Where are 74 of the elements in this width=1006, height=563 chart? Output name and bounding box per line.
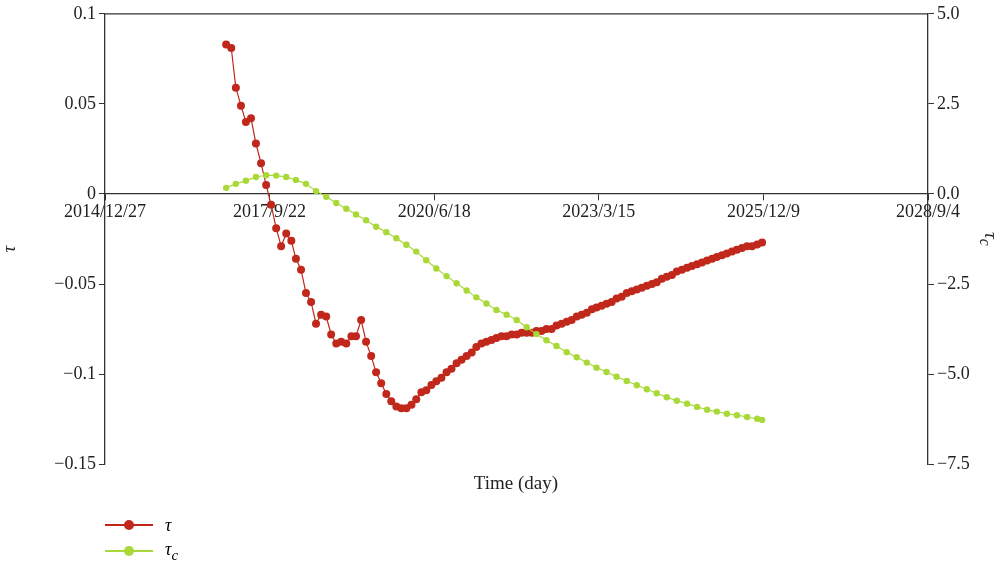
point xyxy=(703,406,711,413)
point xyxy=(232,180,240,188)
point xyxy=(543,337,550,344)
point xyxy=(443,272,450,280)
point xyxy=(252,173,260,181)
point xyxy=(352,211,360,218)
point xyxy=(758,416,766,424)
point xyxy=(423,257,430,264)
x-axis-title: Time (day) xyxy=(473,472,559,494)
point xyxy=(553,342,560,350)
point xyxy=(613,373,620,380)
y-tick-label: 0.1 xyxy=(73,2,96,23)
point xyxy=(653,390,660,397)
point xyxy=(503,311,510,318)
point xyxy=(623,377,630,385)
x-tick-label: 2020/6/18 xyxy=(397,201,471,222)
y-tick-label: −0.15 xyxy=(54,452,96,473)
y2-tick-label: −5.0 xyxy=(937,362,970,383)
point xyxy=(713,408,721,415)
point xyxy=(362,217,370,224)
point xyxy=(403,241,410,248)
point xyxy=(222,184,230,192)
point xyxy=(473,294,480,301)
x-tick-label: 2025/12/9 xyxy=(726,201,800,222)
y2-tick-label: 5.0 xyxy=(937,2,960,23)
point xyxy=(723,410,731,417)
point xyxy=(603,368,610,376)
point xyxy=(513,316,520,324)
point xyxy=(593,364,600,371)
point xyxy=(413,248,420,255)
point xyxy=(693,403,701,411)
point xyxy=(242,177,250,184)
point xyxy=(643,386,651,393)
y-tick-label: −0.05 xyxy=(54,272,96,293)
y-axis-title: τ xyxy=(0,245,21,253)
point xyxy=(283,173,290,181)
legend-label: τ xyxy=(165,514,172,536)
y-tick-label: 0 xyxy=(87,182,96,203)
point xyxy=(292,176,300,184)
point xyxy=(533,330,540,338)
point xyxy=(343,205,350,212)
y2-tick-label: −2.5 xyxy=(937,272,970,293)
y-tick-label: −0.1 xyxy=(63,362,96,383)
point xyxy=(733,412,741,419)
y2-tick-label: 0.0 xyxy=(937,182,960,203)
point xyxy=(493,306,500,314)
y-tick-label: 0.05 xyxy=(64,92,96,113)
point xyxy=(743,413,751,421)
point xyxy=(563,348,570,356)
point xyxy=(333,199,340,207)
point xyxy=(583,359,590,366)
x-tick-label: 2023/3/15 xyxy=(562,201,636,222)
point xyxy=(393,235,400,242)
point xyxy=(433,265,440,272)
point xyxy=(262,172,270,179)
point xyxy=(383,228,390,236)
point xyxy=(302,180,310,188)
y2-tick-label: −7.5 xyxy=(937,452,970,473)
point xyxy=(463,287,470,294)
point xyxy=(663,393,670,401)
point xyxy=(753,415,761,422)
point xyxy=(372,223,380,230)
y2-tick-label: 2.5 xyxy=(937,92,960,113)
legend-label: τ$_{c}$ xyxy=(165,538,179,563)
point xyxy=(453,280,460,287)
point xyxy=(523,324,530,331)
point xyxy=(323,193,330,201)
point xyxy=(673,397,681,404)
point xyxy=(312,187,320,195)
point xyxy=(272,172,280,179)
point xyxy=(633,382,641,389)
point xyxy=(683,400,691,407)
point xyxy=(573,353,580,361)
point xyxy=(483,300,490,307)
